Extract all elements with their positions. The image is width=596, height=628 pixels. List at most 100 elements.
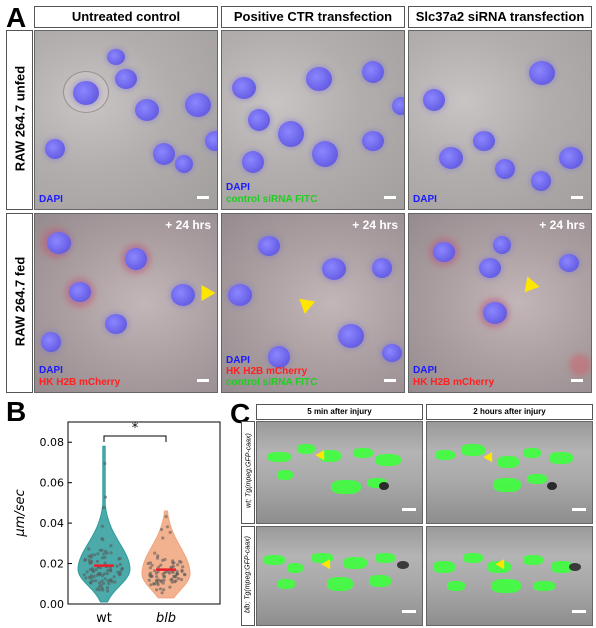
row-header-fed: RAW 264.7 fed [12, 256, 28, 347]
tag-mcherry: HK H2B mCherry [226, 366, 308, 377]
data-point [109, 544, 113, 548]
data-point [168, 530, 172, 534]
micrograph-unfed-untreated: DAPI [34, 30, 218, 210]
data-point [97, 571, 101, 576]
data-point [83, 557, 88, 562]
y-axis-label: μm/sec [13, 489, 28, 537]
panel-label-a: A [6, 2, 27, 33]
data-point [102, 581, 106, 585]
scale-bar [384, 196, 396, 199]
data-point [100, 579, 104, 583]
arrowhead [296, 298, 316, 316]
y-ticks: 0.00 0.02 0.04 0.06 0.08 [40, 436, 72, 611]
column-header-positive-ctr: Positive CTR transfection [221, 6, 405, 28]
data-point [115, 564, 119, 568]
y-tick-label: 0.06 [40, 477, 65, 490]
data-point [155, 581, 159, 585]
data-point [103, 561, 107, 565]
data-point [109, 551, 113, 555]
data-point [148, 561, 152, 565]
micrograph-unfed-positive-ctr: DAPI control siRNA FITC [221, 30, 405, 210]
data-point [161, 536, 165, 540]
data-point [180, 569, 184, 573]
y-tick-label: 0.02 [40, 558, 65, 571]
data-point [168, 585, 172, 589]
data-point [88, 561, 92, 565]
violin-blb [141, 510, 191, 599]
time-label: + 24 hrs [165, 218, 211, 232]
data-point [92, 553, 96, 557]
data-point [103, 549, 108, 553]
data-point [103, 461, 107, 466]
data-point [100, 556, 104, 560]
x-tick-label-blb: blb [156, 611, 176, 626]
data-point [153, 551, 157, 555]
micrograph-unfed-slc37a2: DAPI [408, 30, 592, 210]
micrograph-wt-2hours [426, 421, 593, 524]
data-point [158, 587, 162, 591]
data-point [156, 570, 160, 574]
tag-mcherry: HK H2B mCherry [413, 377, 495, 388]
data-point [162, 575, 166, 579]
data-point [171, 561, 175, 565]
data-point [109, 569, 113, 573]
scale-bar [197, 196, 209, 199]
data-point [87, 554, 91, 558]
micrograph-blb-5min [256, 526, 423, 626]
row-header-unfed: RAW 264.7 unfed [12, 65, 28, 172]
data-point [162, 578, 166, 582]
data-point [98, 548, 102, 552]
data-point [99, 583, 103, 587]
data-point [164, 515, 168, 519]
data-point [181, 565, 185, 569]
scale-bar [571, 379, 583, 382]
data-point [94, 568, 98, 572]
tag-mcherry: HK H2B mCherry [39, 377, 121, 388]
data-point [89, 581, 93, 585]
arrowhead [483, 452, 497, 465]
data-point [153, 569, 157, 573]
data-point [165, 525, 170, 529]
data-point [92, 575, 96, 579]
scale-bar [402, 610, 416, 613]
row-header-blb-box: blb; Tg(mpeg:GFP-caax) [241, 526, 255, 626]
data-point [179, 560, 183, 564]
data-point [155, 575, 159, 579]
data-point [160, 591, 164, 595]
column-header-5min: 5 min after injury [256, 404, 423, 420]
data-point [95, 587, 99, 591]
data-point [156, 565, 160, 569]
data-point [117, 557, 121, 561]
data-point [170, 577, 174, 581]
data-point [120, 566, 124, 571]
data-point [101, 588, 105, 592]
tag-dapi: DAPI [226, 355, 250, 366]
data-point [103, 495, 108, 499]
data-point [85, 570, 89, 574]
arrowhead [518, 276, 540, 298]
data-point [91, 579, 95, 583]
data-point [118, 570, 122, 574]
data-point [82, 573, 86, 577]
data-point [150, 563, 154, 567]
data-point [116, 570, 120, 574]
row-header-blb: blb; Tg(mpeg:GFP-caax) [244, 535, 252, 614]
data-point [100, 524, 104, 528]
data-point [170, 570, 174, 574]
data-point [112, 575, 116, 579]
data-point [100, 537, 104, 541]
data-point [102, 506, 106, 510]
data-point [101, 573, 105, 578]
data-point [156, 556, 160, 560]
tag-dapi: DAPI [226, 182, 250, 193]
data-point [173, 580, 177, 584]
data-point [176, 563, 180, 567]
data-point [106, 589, 110, 593]
micrograph-fed-untreated: + 24 hrs DAPI HK H2B mCherry [34, 213, 218, 393]
data-point [161, 581, 165, 585]
data-point [97, 581, 101, 585]
data-point [161, 572, 165, 576]
data-point [87, 558, 91, 562]
data-point [149, 583, 153, 587]
data-point [106, 579, 110, 583]
